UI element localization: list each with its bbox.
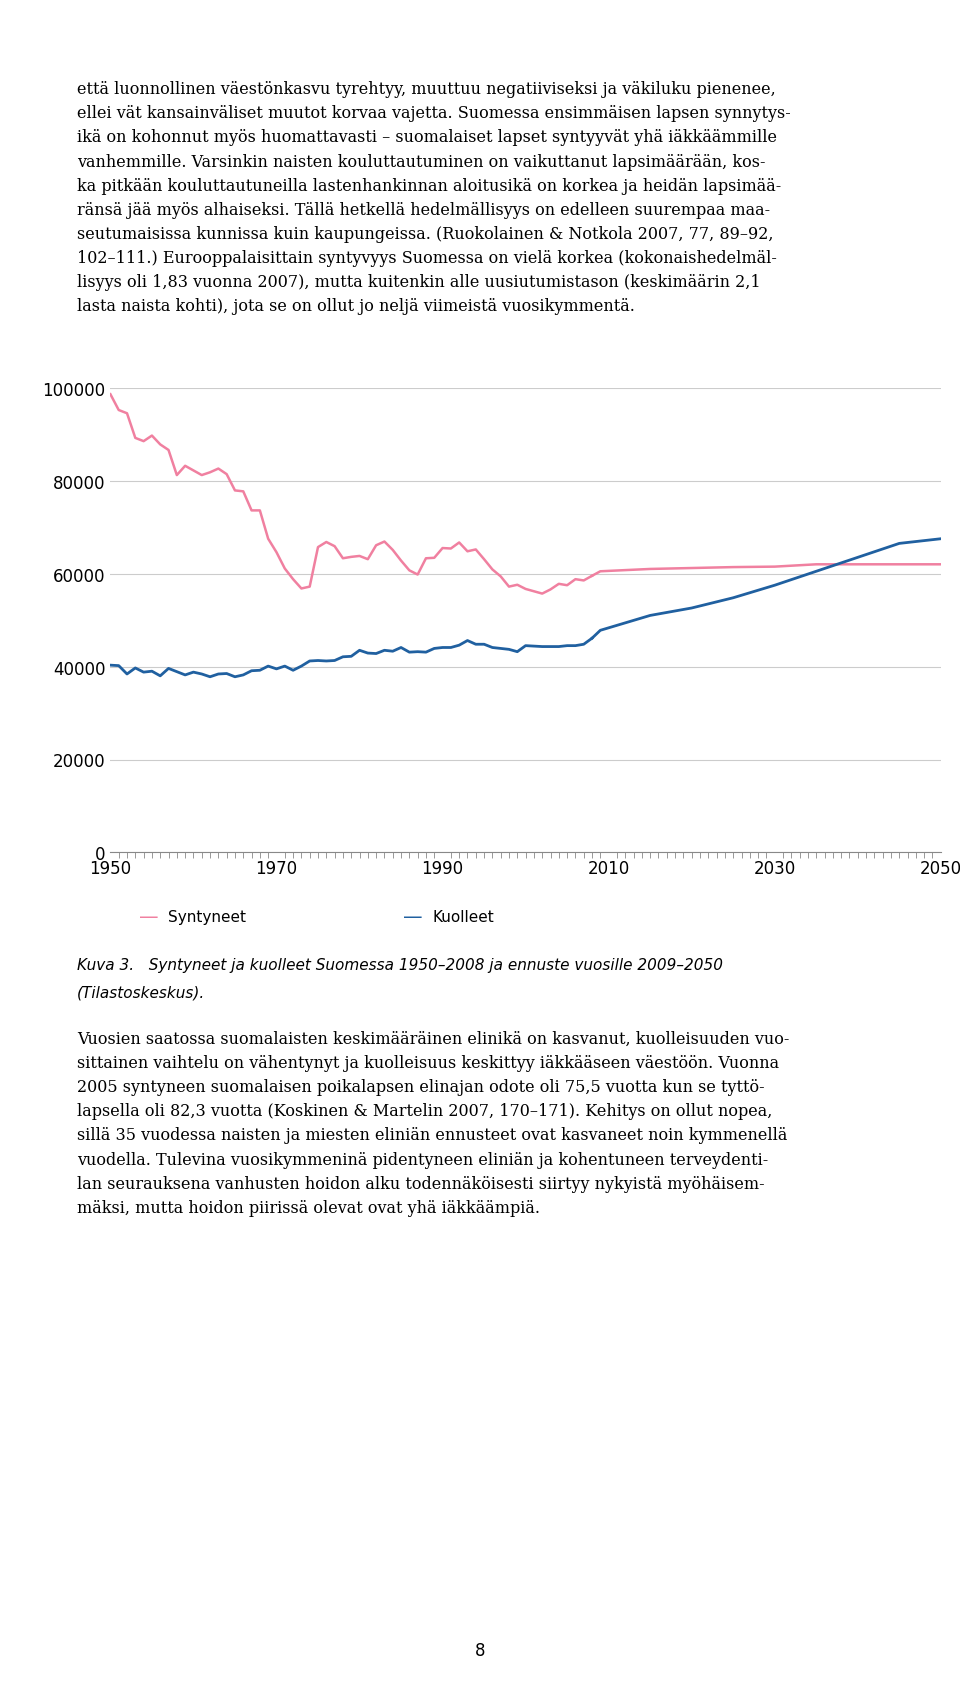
Text: Vuosien saatossa suomalaisten keskimääräinen elinikä on kasvanut, kuolleisuuden : Vuosien saatossa suomalaisten keskimäärä…	[77, 1030, 789, 1216]
Text: Syntyneet: Syntyneet	[168, 910, 246, 924]
Text: 8: 8	[475, 1640, 485, 1659]
Text: että luonnollinen väestönkasvu tyrehtyy, muuttuu negatiiviseksi ja väkiluku pien: että luonnollinen väestönkasvu tyrehtyy,…	[77, 81, 790, 316]
Text: Kuva 3.   Syntyneet ja kuolleet Suomessa 1950–2008 ja ennuste vuosille 2009–2050: Kuva 3. Syntyneet ja kuolleet Suomessa 1…	[77, 958, 723, 973]
Text: (Tilastoskeskus).: (Tilastoskeskus).	[77, 985, 205, 1000]
Text: Kuolleet: Kuolleet	[432, 910, 493, 924]
Text: —: —	[139, 907, 158, 927]
Text: —: —	[403, 907, 422, 927]
